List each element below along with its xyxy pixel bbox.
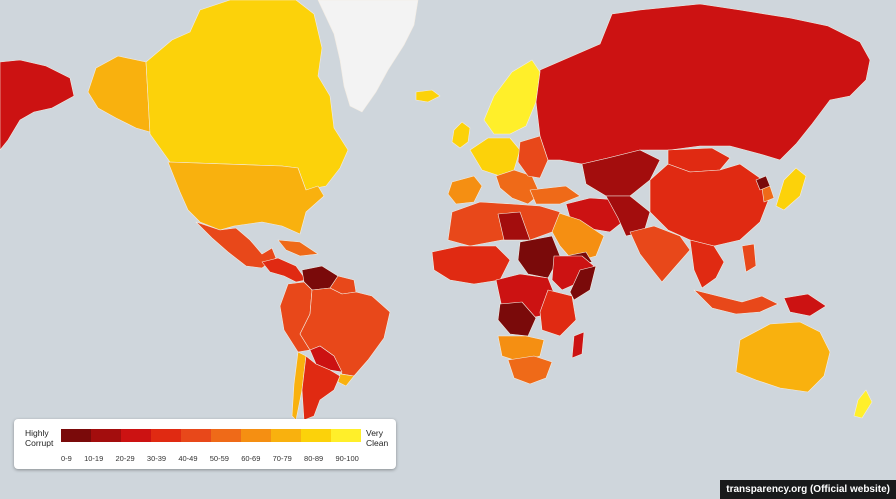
new-zealand [853, 389, 873, 419]
legend-swatch-5 [211, 429, 241, 442]
legend-range-8: 80-89 [304, 454, 324, 463]
mexico [195, 221, 277, 269]
legend-range-5: 50-59 [209, 454, 229, 463]
legend-color-ramp [61, 429, 361, 442]
legend-swatch-2 [121, 429, 151, 442]
legend-range-7: 70-79 [272, 454, 292, 463]
usa [167, 161, 325, 235]
papua [783, 293, 827, 317]
legend-swatch-9 [331, 429, 361, 442]
legend-range-2: 20-29 [115, 454, 135, 463]
indonesia [693, 289, 779, 315]
india [629, 225, 691, 283]
uk-ireland [451, 121, 471, 149]
legend-swatch-7 [271, 429, 301, 442]
iceland [415, 89, 441, 103]
uruguay [337, 373, 355, 387]
legend: Highly Corrupt Very Clean 0-9 10-19 20-29 3… [14, 419, 396, 469]
greenland [317, 0, 419, 113]
chukotka [0, 59, 75, 151]
drc [497, 301, 537, 337]
legend-swatch-4 [181, 429, 211, 442]
angola-zambia [497, 335, 545, 363]
east-africa [539, 289, 577, 337]
legend-range-4: 40-49 [178, 454, 198, 463]
legend-swatch-8 [301, 429, 331, 442]
scandinavia [483, 59, 541, 135]
japan [775, 167, 807, 211]
australia [735, 321, 831, 393]
legend-swatch-3 [151, 429, 181, 442]
legend-right-label: Very Clean [366, 428, 389, 448]
somalia [569, 265, 597, 301]
southern-africa [507, 355, 553, 385]
madagascar [571, 331, 585, 359]
iberia [447, 175, 483, 205]
legend-swatch-1 [91, 429, 121, 442]
legend-range-3: 30-39 [146, 454, 167, 463]
legend-swatch-0 [61, 429, 91, 442]
brazil [299, 287, 391, 377]
north-korea [755, 175, 771, 191]
legend-range-9: 90-100 [335, 454, 359, 463]
russia [535, 3, 871, 165]
china [649, 163, 771, 247]
western-europe [469, 137, 521, 177]
legend-range-1: 10-19 [84, 454, 104, 463]
alaska [87, 55, 151, 133]
legend-swatch-6 [241, 429, 271, 442]
west-africa [431, 245, 511, 285]
legend-range-6: 60-69 [241, 454, 261, 463]
southeast-asia [689, 239, 725, 289]
legend-range-0: 0-9 [61, 454, 72, 463]
central-america [261, 257, 307, 283]
caribbean [277, 239, 319, 257]
canada [145, 0, 349, 191]
turkey [529, 185, 581, 205]
credit-label: transparency.org (Official website) [720, 480, 896, 499]
argentina [301, 355, 341, 421]
legend-left-label: Highly Corrupt [25, 428, 54, 448]
philippines [741, 243, 757, 273]
legend-range-labels: 0-9 10-19 20-29 30-39 40-49 50-59 60-69 70-79 80… [61, 454, 371, 464]
